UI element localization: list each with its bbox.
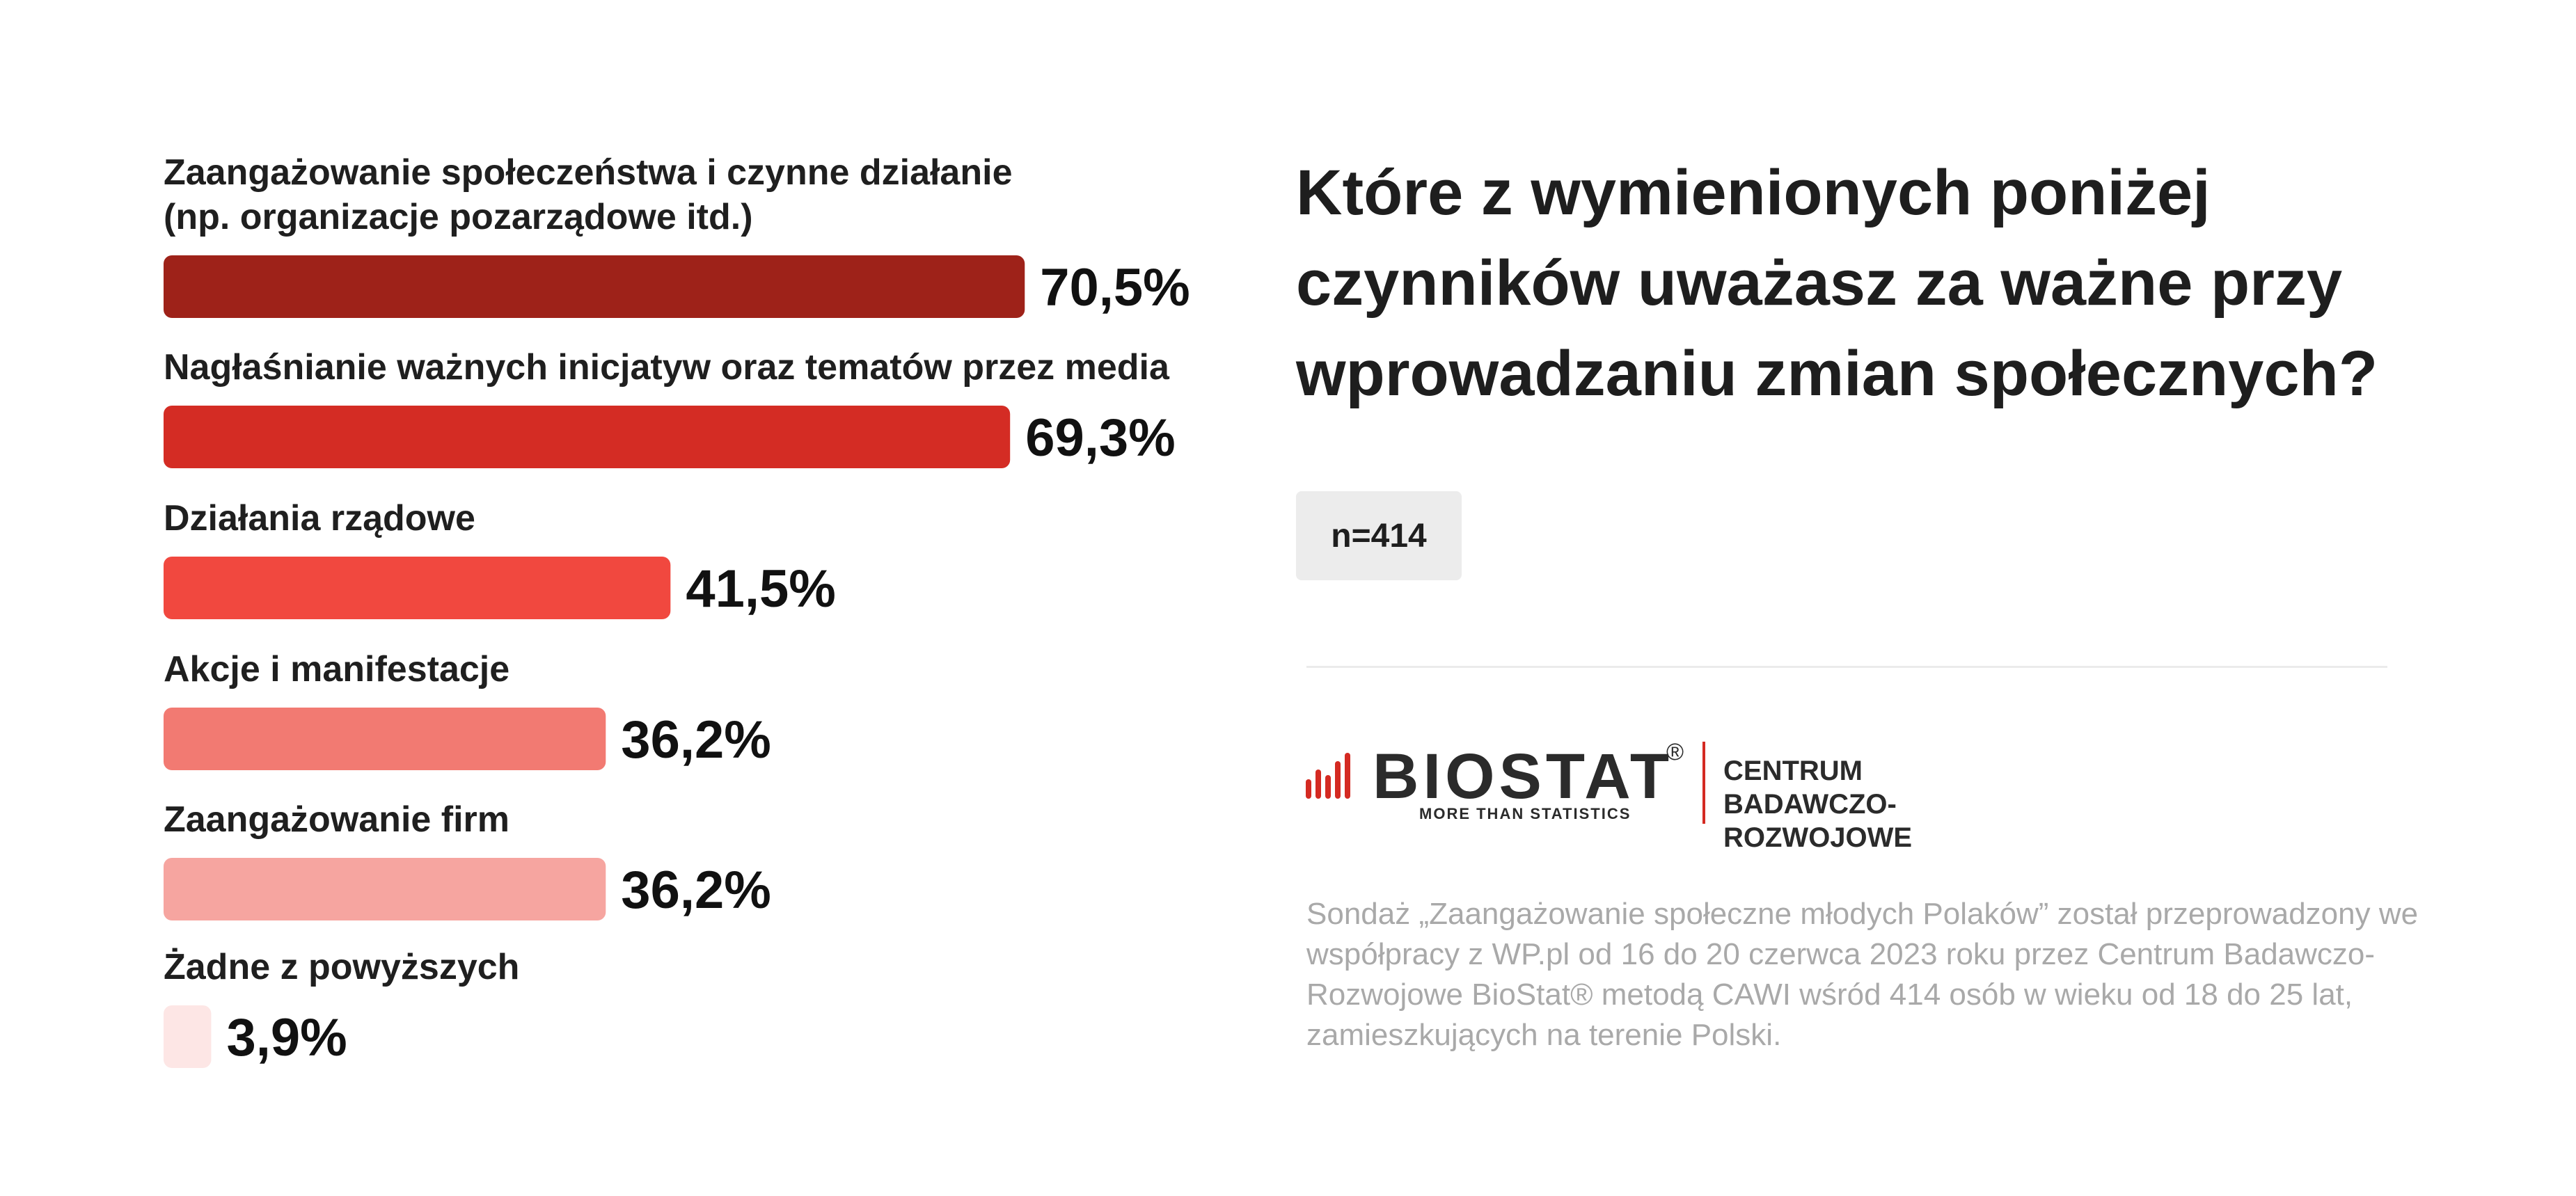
survey-footnote: Sondaż „Zaangażowanie społeczne młodych … (1306, 897, 2419, 1052)
category-label: Nagłaśnianie ważnych inicjatyw oraz tema… (164, 347, 1170, 388)
category-label-line: (np. organizacje pozarządowe itd.) (164, 197, 753, 237)
bar (164, 557, 671, 619)
biostat-logo: BIOSTAT ® MORE THAN STATISTICS CENTRUM B… (1304, 739, 2070, 853)
divider (1306, 666, 2387, 668)
bar (164, 255, 1025, 318)
category-label: Zaangażowanie społeczeństwa i czynne dzi… (164, 152, 1013, 237)
category-label-line: Nagłaśnianie ważnych inicjatyw oraz tema… (164, 347, 1170, 388)
category-label: Żadne z powyższych (164, 947, 519, 987)
value-label: 36,2% (621, 861, 771, 920)
bar (164, 1005, 212, 1068)
value-label: 70,5% (1040, 258, 1190, 317)
logo-tagline: MORE THAN STATISTICS (1419, 805, 1631, 822)
logo-subtitle-line-2: BADAWCZO-ROZWOJOWE (1723, 789, 1913, 853)
value-label: 41,5% (686, 559, 835, 619)
bar (164, 708, 606, 770)
logo-subtitle: CENTRUM BADAWCZO-ROZWOJOWE (1723, 754, 2070, 854)
bar (164, 406, 1011, 468)
category-label-line: Zaangażowanie firm (164, 799, 509, 840)
logo-separator (1702, 742, 1705, 824)
registered-mark: ® (1666, 739, 1684, 765)
logo-wordmark: BIOSTAT (1373, 741, 1674, 812)
bar (164, 858, 606, 920)
category-label: Zaangażowanie firm (164, 799, 509, 840)
category-label: Akcje i manifestacje (164, 649, 509, 689)
survey-question: Które z wymienionych poniżej czynników u… (1296, 157, 2378, 409)
sample-size-badge: n=414 (1296, 491, 1462, 580)
bar-chart: Zaangażowanie społeczeństwa i czynne dzi… (164, 152, 1190, 1068)
logo-subtitle-line-1: CENTRUM (1723, 756, 1863, 786)
value-label: 36,2% (621, 710, 771, 770)
bar-chart-logo-icon (1306, 753, 1350, 799)
value-label: 3,9% (226, 1008, 347, 1067)
category-label-line: Akcje i manifestacje (164, 649, 509, 689)
category-label: Działania rządowe (164, 498, 475, 539)
category-label-line: Działania rządowe (164, 498, 475, 539)
value-label: 69,3% (1025, 408, 1176, 468)
category-label-line: Zaangażowanie społeczeństwa i czynne dzi… (164, 152, 1013, 193)
category-label-line: Żadne z powyższych (164, 947, 519, 987)
